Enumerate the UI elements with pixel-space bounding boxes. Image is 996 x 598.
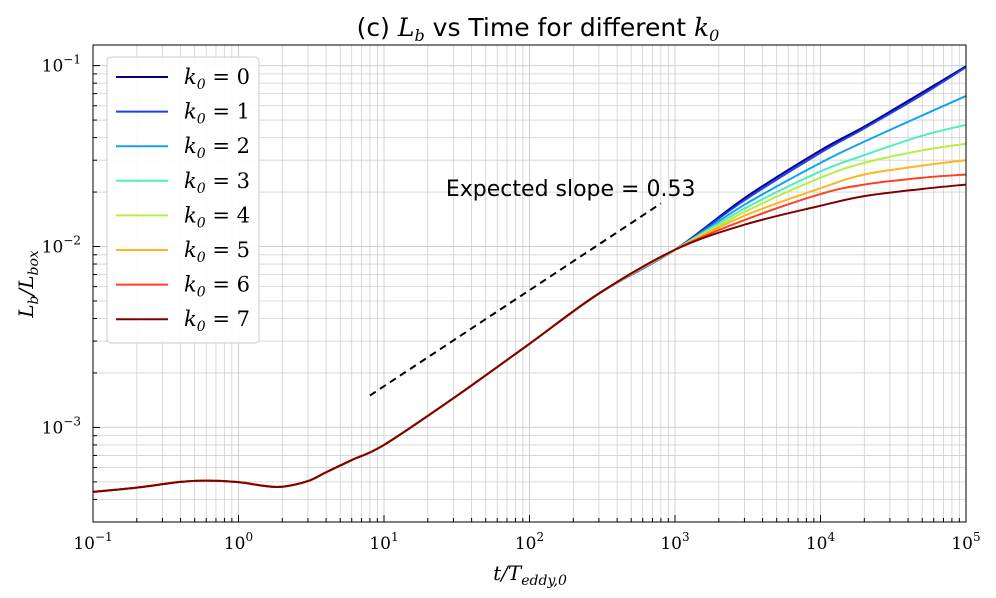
x-axis-label: t/Teddy,0 [493, 561, 567, 589]
legend-label: k0 = 3 [184, 169, 250, 197]
legend-label: k0 = 7 [184, 307, 250, 335]
series-lines [92, 65, 967, 493]
legend-label: k0 = 6 [184, 273, 250, 301]
ticks: 10−1 100 101 102 103 104 105 10−3 10−2 10−1 [42, 53, 981, 554]
x-tick-label: 10−1 [73, 530, 112, 554]
y-tick-label: 10−1 [42, 53, 81, 77]
legend-label: k0 = 4 [184, 203, 250, 231]
y-axis-label: Lb/Lbox [14, 250, 42, 319]
y-tick-label: 10−3 [42, 414, 81, 438]
x-tick-label: 102 [515, 530, 544, 554]
x-tick-label: 104 [806, 530, 836, 554]
x-tick-label: 101 [369, 530, 398, 554]
reference-line-group [369, 202, 662, 397]
legend-box [106, 56, 260, 344]
chart-title: (c) Lb vs Time for different k0 [357, 13, 720, 45]
series-line [92, 183, 967, 493]
legend-label: k0 = 0 [184, 65, 250, 93]
y-tick-label: 10−2 [42, 234, 81, 258]
slope-annotation: Expected slope = 0.53 [446, 177, 696, 202]
legend-label: k0 = 5 [184, 238, 250, 266]
legend: k0 = 0 k0 = 1 k0 = 2 k0 = 3 k0 = 4 k0 = 5 k0 =… [106, 56, 260, 344]
x-tick-label: 100 [224, 530, 253, 554]
x-tick-label: 105 [951, 530, 980, 554]
reference-slope-line [369, 202, 662, 397]
legend-label: k0 = 2 [184, 134, 250, 162]
legend-label: k0 = 1 [184, 100, 250, 128]
x-tick-label: 103 [660, 530, 689, 554]
